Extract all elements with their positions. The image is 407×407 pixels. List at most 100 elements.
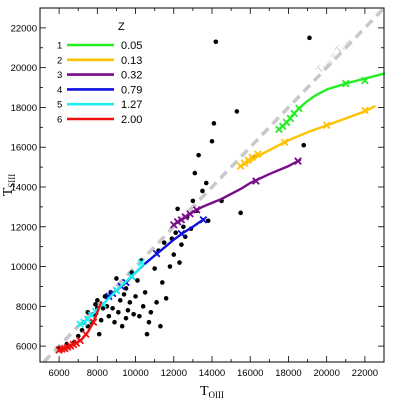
series-marker-6 — [76, 336, 84, 345]
observation-point — [181, 224, 186, 230]
y-tick-label: 6000 — [16, 342, 37, 353]
y-tick-label: 12000 — [11, 222, 37, 233]
observation-point — [154, 300, 159, 305]
observation-point — [171, 252, 177, 257]
x-tick-label: 18000 — [275, 368, 301, 379]
observation-point — [209, 138, 215, 144]
series-layer — [55, 72, 386, 354]
observation-point — [158, 323, 163, 329]
series-marker-6 — [89, 318, 98, 327]
observation-point — [96, 331, 102, 337]
series-marker-2 — [322, 121, 331, 130]
observation-point — [175, 206, 180, 212]
observation-point — [137, 313, 142, 319]
legend-index-3: 3 — [57, 70, 62, 81]
y-tick-label: 22000 — [11, 23, 37, 34]
observation-point — [148, 309, 154, 315]
y-tick-label: 20000 — [11, 63, 37, 74]
observation-point — [203, 180, 209, 186]
series-marker-4 — [177, 229, 186, 238]
observation-point — [100, 306, 106, 311]
y-tick-label: 14000 — [11, 182, 37, 193]
observation-point — [190, 198, 196, 204]
observation-point — [117, 298, 123, 303]
series-marker-2 — [248, 153, 256, 161]
series-marker-2 — [361, 106, 369, 115]
observation-point — [114, 276, 119, 281]
observation-point — [140, 304, 146, 309]
observation-point — [205, 218, 211, 224]
ticks-layer: 6000 8000 10000 12000 14000 16000 18000 20000 22… — [11, 7, 385, 379]
observation-point — [301, 142, 307, 148]
observation-point — [163, 296, 169, 301]
legend-label-4: 0.79 — [121, 84, 142, 96]
x-tick-label: 6000 — [49, 368, 70, 379]
x-tick-label: 16000 — [237, 368, 263, 379]
observation-point — [95, 298, 100, 303]
observation-point — [116, 309, 121, 315]
series-marker-3 — [252, 177, 260, 185]
series-line-2 — [239, 105, 376, 168]
observation-point — [211, 121, 217, 126]
observation-point — [125, 307, 131, 313]
observation-point — [200, 188, 205, 194]
observation-point — [152, 266, 157, 271]
x-axis-title: TOIII — [200, 384, 224, 400]
legend-label-2: 0.13 — [121, 55, 142, 67]
series-marker-1 — [295, 104, 303, 113]
observation-point — [119, 323, 125, 329]
legend-index-6: 6 — [57, 115, 62, 126]
x-tick-label: 20000 — [313, 368, 339, 379]
series-marker-3 — [192, 206, 201, 214]
series-marker-4 — [199, 215, 208, 224]
legend-index-1: 1 — [57, 41, 62, 52]
observation-point — [102, 294, 108, 299]
observation-point — [93, 302, 98, 307]
y-axis-title-sub: SIII — [7, 174, 17, 188]
y-tick-label: 16000 — [11, 143, 37, 154]
legend: 1 0.05 2 0.13 3 0.32 4 0.79 5 1.27 6 2.00 — [57, 40, 142, 126]
observation-point — [110, 306, 115, 311]
legend-title: Z — [118, 21, 125, 33]
y-tick-label: 10000 — [11, 262, 37, 273]
series-marker-1 — [341, 79, 350, 88]
legend-index-4: 4 — [57, 85, 62, 96]
y-axis-title: TSIII — [1, 174, 17, 197]
observation-point — [106, 313, 112, 319]
observation-point — [179, 242, 184, 247]
x-tick-label: 22000 — [352, 368, 378, 379]
observation-point — [112, 319, 117, 325]
observation-point — [161, 240, 167, 245]
series-marker-2 — [280, 138, 289, 147]
x-tick-label: 14000 — [199, 368, 225, 379]
series-marker-3 — [181, 212, 190, 221]
y-axis-title-main: T — [1, 187, 16, 196]
series-marker-3 — [294, 157, 302, 165]
observation-point — [307, 35, 312, 41]
observation-point — [238, 210, 243, 216]
observation-point — [135, 278, 140, 283]
observation-point — [127, 300, 133, 305]
observation-point — [173, 230, 178, 236]
x-axis-title-main: T — [200, 384, 209, 399]
legend-label-3: 0.32 — [121, 70, 142, 82]
observation-point — [234, 109, 240, 114]
series-marker-4 — [152, 249, 161, 258]
series-marker-3 — [186, 210, 194, 218]
legend-label-5: 1.27 — [121, 99, 142, 111]
x-tick-label: 8000 — [87, 368, 108, 379]
observation-point — [177, 260, 182, 265]
series-marker-3 — [173, 217, 182, 226]
observation-point — [160, 280, 165, 285]
legend-label-6: 2.00 — [121, 114, 142, 126]
series-marker-5 — [127, 272, 136, 281]
observation-point — [213, 39, 219, 45]
observation-point — [123, 286, 129, 291]
observation-point — [133, 294, 138, 299]
series-marker-2 — [254, 150, 262, 159]
series-marker-5 — [112, 286, 121, 295]
y-tick-label: 18000 — [11, 103, 37, 114]
legend-index-5: 5 — [57, 100, 62, 111]
observation-point — [196, 152, 201, 158]
